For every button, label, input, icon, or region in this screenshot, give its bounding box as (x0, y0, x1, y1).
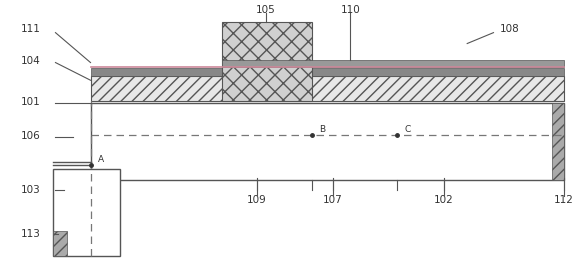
Text: B: B (319, 125, 325, 134)
Text: 103: 103 (20, 186, 40, 195)
Text: 112: 112 (554, 195, 573, 205)
Text: 102: 102 (434, 195, 454, 205)
Text: C: C (404, 125, 411, 134)
Text: 107: 107 (323, 195, 343, 205)
Bar (222, 60, 564, 67)
Bar (53, 231, 67, 256)
Text: 104: 104 (20, 56, 40, 66)
Bar (53, 169, 120, 256)
Text: 106: 106 (20, 131, 40, 141)
Text: 105: 105 (256, 5, 276, 14)
Text: 111: 111 (20, 24, 40, 33)
Text: 113: 113 (20, 229, 40, 239)
Text: A: A (98, 155, 103, 164)
Text: 101: 101 (20, 97, 40, 107)
Text: 108: 108 (499, 24, 519, 33)
Bar (552, 103, 564, 180)
Bar (91, 76, 564, 101)
Text: 110: 110 (340, 5, 360, 14)
Text: 109: 109 (247, 195, 267, 205)
Bar (222, 22, 312, 101)
Bar (91, 103, 564, 180)
Bar (91, 68, 564, 76)
